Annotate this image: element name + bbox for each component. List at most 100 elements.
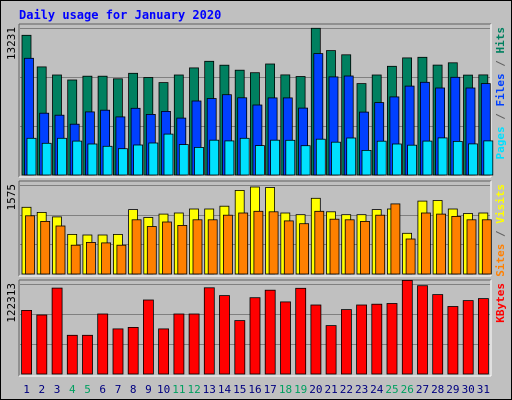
bar-kbytes-day-21 bbox=[325, 325, 337, 375]
day-label-24: 24 bbox=[370, 383, 384, 396]
day-label-13: 13 bbox=[203, 383, 216, 396]
bar-pages-day-13 bbox=[209, 139, 220, 176]
bar-sites-day-4 bbox=[70, 244, 81, 275]
bar-sites-day-27 bbox=[420, 212, 431, 275]
bar-sites-day-21 bbox=[329, 218, 340, 275]
bar-kbytes-day-1 bbox=[21, 309, 33, 375]
day-label-18: 18 bbox=[279, 383, 292, 396]
panel-1-max-label: 13231 bbox=[5, 27, 18, 60]
bar-pages-day-22 bbox=[346, 137, 357, 176]
bar-pages-day-15 bbox=[239, 137, 250, 176]
bar-pages-day-23 bbox=[361, 149, 372, 176]
day-label-14: 14 bbox=[218, 383, 232, 396]
day-label-3: 3 bbox=[54, 383, 61, 396]
panel-3-axis-title-part: KBytes bbox=[494, 283, 507, 323]
bar-sites-day-11 bbox=[177, 224, 188, 275]
bar-sites-day-1 bbox=[25, 215, 35, 275]
panel-1-axis-title-part: / bbox=[494, 54, 507, 74]
chart-title: Daily usage for January 2020 bbox=[19, 8, 221, 22]
bar-sites-day-13 bbox=[207, 219, 218, 275]
day-label-1: 1 bbox=[23, 383, 30, 396]
bar-kbytes-day-24 bbox=[371, 303, 383, 375]
panel-1-axis-title-part: / bbox=[494, 107, 507, 127]
bar-pages-day-24 bbox=[376, 140, 387, 176]
bar-kbytes-day-26 bbox=[401, 279, 413, 375]
day-label-12: 12 bbox=[187, 383, 200, 396]
bar-pages-day-26 bbox=[407, 144, 418, 176]
bar-sites-day-16 bbox=[253, 210, 264, 275]
bar-pages-day-3 bbox=[57, 137, 67, 176]
bar-pages-day-11 bbox=[178, 144, 189, 176]
panel-1-axis-title-part: Pages bbox=[494, 126, 507, 159]
bar-sites-day-18 bbox=[283, 220, 294, 275]
day-label-9: 9 bbox=[145, 383, 152, 396]
panel-2-axis-title: Sites / Visits bbox=[494, 184, 507, 277]
day-label-15: 15 bbox=[233, 383, 246, 396]
bar-kbytes-day-8 bbox=[127, 326, 139, 375]
bar-sites-day-12 bbox=[192, 219, 203, 275]
day-label-23: 23 bbox=[355, 383, 368, 396]
bar-kbytes-day-28 bbox=[432, 294, 444, 375]
day-label-8: 8 bbox=[130, 383, 137, 396]
bar-kbytes-day-16 bbox=[249, 297, 261, 375]
bar-pages-day-29 bbox=[452, 140, 463, 176]
bar-pages-day-4 bbox=[72, 140, 83, 176]
bar-pages-day-17 bbox=[270, 139, 281, 176]
bar-sites-day-3 bbox=[55, 225, 66, 275]
panel-1-axis-title-part: Hits bbox=[494, 27, 507, 54]
bar-kbytes-day-9 bbox=[142, 299, 154, 375]
bar-sites-day-14 bbox=[222, 214, 233, 275]
bar-sites-day-7 bbox=[116, 244, 127, 275]
day-label-27: 27 bbox=[416, 383, 429, 396]
bar-pages-day-16 bbox=[254, 145, 265, 176]
bar-sites-day-25 bbox=[390, 203, 401, 275]
day-label-17: 17 bbox=[264, 383, 277, 396]
day-label-22: 22 bbox=[340, 383, 353, 396]
panel-2-axis-title-part: Visits bbox=[494, 184, 507, 224]
bar-sites-day-23 bbox=[360, 220, 370, 275]
day-label-19: 19 bbox=[294, 383, 307, 396]
bar-kbytes-day-15 bbox=[234, 320, 246, 375]
bar-sites-day-20 bbox=[314, 210, 325, 275]
bar-kbytes-day-10 bbox=[158, 328, 170, 375]
bar-kbytes-day-27 bbox=[417, 285, 428, 375]
day-label-5: 5 bbox=[84, 383, 91, 396]
bar-pages-day-14 bbox=[224, 140, 235, 176]
bar-pages-day-27 bbox=[422, 140, 433, 176]
bar-sites-day-22 bbox=[344, 219, 355, 275]
bar-kbytes-day-5 bbox=[82, 334, 93, 375]
bar-kbytes-day-31 bbox=[477, 298, 489, 375]
day-label-2: 2 bbox=[38, 383, 45, 396]
bar-sites-day-6 bbox=[101, 242, 111, 275]
day-label-25: 25 bbox=[385, 383, 398, 396]
bar-pages-day-9 bbox=[148, 142, 159, 176]
bar-kbytes-day-17 bbox=[264, 289, 276, 375]
day-label-20: 20 bbox=[309, 383, 322, 396]
bar-sites-day-17 bbox=[268, 211, 279, 275]
bar-sites-day-2 bbox=[40, 220, 51, 275]
bar-kbytes-day-4 bbox=[66, 334, 78, 375]
bar-sites-day-19 bbox=[299, 223, 310, 275]
bar-pages-day-2 bbox=[41, 142, 52, 176]
bar-sites-day-28 bbox=[436, 213, 447, 275]
bar-pages-day-8 bbox=[133, 144, 144, 176]
bar-pages-day-31 bbox=[483, 140, 494, 176]
bar-kbytes-day-22 bbox=[340, 309, 352, 375]
bar-kbytes-day-20 bbox=[310, 304, 322, 375]
bar-kbytes-day-29 bbox=[447, 306, 459, 375]
bar-pages-day-7 bbox=[118, 148, 128, 176]
bar-kbytes-day-7 bbox=[112, 328, 124, 375]
bar-pages-day-5 bbox=[87, 143, 98, 176]
bar-sites-day-5 bbox=[86, 241, 96, 275]
panel-3-axis-title: KBytes bbox=[494, 283, 507, 323]
panel-3-max-label: 122313 bbox=[5, 283, 18, 323]
day-label-31: 31 bbox=[477, 383, 490, 396]
day-label-29: 29 bbox=[446, 383, 459, 396]
day-label-26: 26 bbox=[401, 383, 414, 396]
day-label-10: 10 bbox=[157, 383, 170, 396]
panel-2-axis-title-part: Sites bbox=[494, 244, 507, 277]
bar-pages-day-10 bbox=[163, 133, 174, 176]
bar-kbytes-day-11 bbox=[173, 313, 185, 375]
bar-pages-day-18 bbox=[285, 139, 296, 176]
bar-kbytes-day-14 bbox=[219, 295, 230, 375]
